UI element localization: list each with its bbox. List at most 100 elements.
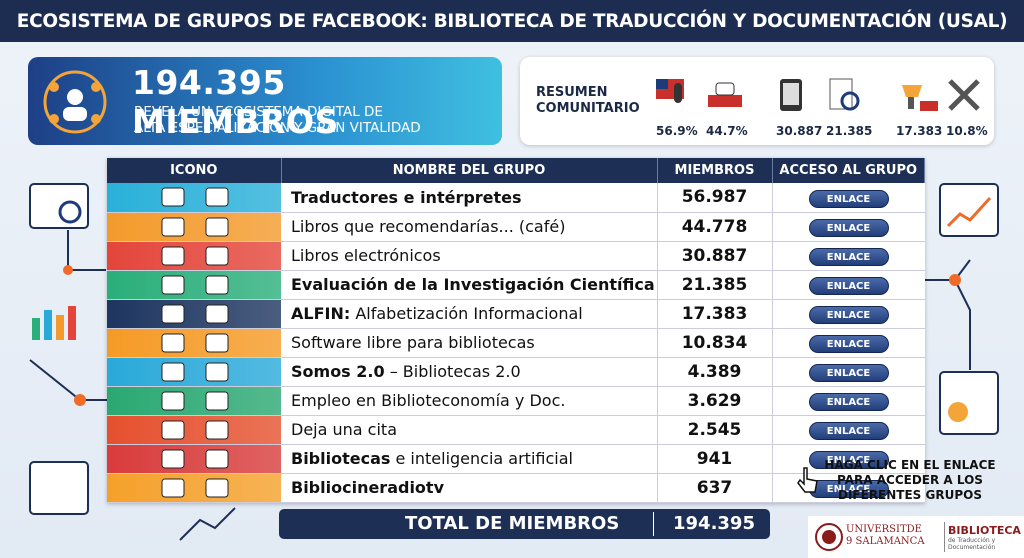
groups-table: ICONO NOMBRE DEL GRUPO MIEMBROS ACCESO AL G…: [107, 158, 925, 503]
table-row: ALFIN: Alfabetización Informacional 17.38…: [107, 299, 925, 329]
access-cell: ENLACE: [772, 386, 925, 416]
group-name-text: Alfabetización Informacional: [350, 304, 583, 323]
row-icons: [161, 187, 229, 207]
group-name-bold: Bibliocineradiotv: [291, 478, 444, 497]
icon-cell: [107, 270, 281, 300]
summary-stat: 10.8%: [946, 124, 988, 138]
member-count: 2.545: [657, 415, 773, 445]
hero-text: REVELA UN ECOSISTEMA DIGITAL DE ALTA ESP…: [134, 104, 421, 136]
link-button[interactable]: ENLACE: [808, 189, 889, 208]
hero-headline: 194.395 MIEMBROS: [132, 63, 339, 141]
group-name-bold: Somos 2.0: [291, 362, 385, 381]
library-line: BIBLIOTECA: [948, 524, 1021, 537]
link-button[interactable]: ENLACE: [808, 364, 889, 382]
table-row: Traductores e intérpretes 56.987 ENLACE: [107, 183, 925, 213]
summary-label: RESUMEN COMUNITARIO: [536, 85, 640, 117]
summary-label-line: COMUNITARIO: [536, 101, 640, 116]
group-name: Bibliotecas e inteligencia artificial: [281, 444, 658, 474]
access-cell: ENLACE: [772, 270, 925, 300]
icon-cell: [107, 386, 281, 416]
group-name-text: Libros que recomendarías... (café): [291, 217, 566, 236]
total-bar: TOTAL DE MIEMBROS 194.395: [279, 509, 770, 539]
summary-icons: [656, 78, 980, 111]
table-header: ICONO NOMBRE DEL GRUPO MIEMBROS ACCESO AL G…: [107, 158, 925, 183]
group-name: ALFIN: Alfabetización Informacional: [281, 299, 658, 329]
row-icons: [161, 246, 229, 265]
row-icons: [161, 304, 229, 323]
library-subline: de Traducción y Documentación: [948, 537, 996, 551]
group-name-text: Software libre para bibliotecas: [291, 333, 535, 352]
summary-stat: 44.7%: [706, 124, 748, 138]
summary-card: RESUMEN COMUNITARIO 56.9% 44.7% 30.887 21.3…: [520, 57, 994, 145]
access-cell: ENLACE: [772, 328, 925, 358]
group-name: Bibliocineradiotv: [281, 473, 658, 503]
member-count: 17.383: [657, 299, 773, 329]
member-count: 637: [657, 473, 773, 503]
total-label: TOTAL DE MIEMBROS: [405, 513, 620, 534]
group-name: Somos 2.0 – Bibliotecas 2.0: [281, 357, 658, 387]
group-name-bold: Bibliotecas: [291, 449, 391, 468]
link-button[interactable]: ENLACE: [808, 219, 889, 237]
group-name-text: Libros electrónicos: [291, 246, 441, 265]
table-row: Libros electrónicos 30.887 ENLACE: [107, 241, 925, 271]
group-name-text: – Bibliotecas 2.0: [384, 362, 521, 381]
icon-cell: [107, 415, 281, 445]
member-count: 21.385: [657, 270, 773, 300]
icon-cell: [107, 328, 281, 358]
row-icons: [161, 217, 229, 236]
hero-banner: 194.395 MIEMBROS REVELA UN ECOSISTEMA DI…: [28, 57, 502, 145]
table-row: Empleo en Biblioteconomía y Doc. 3.629 ENL…: [107, 386, 925, 416]
member-count: 4.389: [657, 357, 773, 387]
page-title: ECOSISTEMA DE GRUPOS DE FACEBOOK: BIBLIO…: [0, 0, 1024, 42]
access-cell: ENLACE: [772, 473, 925, 503]
total-value: 194.395: [673, 513, 755, 534]
group-name: Libros electrónicos: [281, 241, 658, 271]
access-cell: ENLACE: [772, 299, 925, 329]
access-cell: ENLACE: [772, 444, 925, 474]
table-row: Software libre para bibliotecas 10.834 ENL…: [107, 328, 925, 358]
link-button[interactable]: ENLACE: [808, 393, 889, 411]
link-button[interactable]: ENLACE: [808, 306, 889, 324]
column-header: ICONO: [107, 158, 282, 183]
link-button[interactable]: ENLACE: [808, 451, 889, 469]
community-icon: [43, 70, 107, 134]
icon-cell: [107, 212, 281, 242]
icon-cell: [107, 444, 281, 474]
access-cell: ENLACE: [772, 357, 925, 387]
university-name: UNIVERSITDE 9 SALAMANCA: [846, 524, 925, 548]
column-header: ACCESO AL GRUPO: [772, 158, 925, 183]
member-count: 3.629: [657, 386, 773, 416]
link-button[interactable]: ENLACE: [808, 277, 889, 295]
group-name-bold: Evaluación de la Investigación Científic…: [291, 275, 655, 294]
group-name-text: Deja una cita: [291, 420, 397, 439]
table-row: Bibliocineradiotv 637 ENLACE: [107, 473, 925, 503]
member-count: 941: [657, 444, 773, 474]
table-row: Deja una cita 2.545 ENLACE: [107, 415, 925, 445]
table-row: Evaluación de la Investigación Científic…: [107, 270, 925, 300]
note-line: DIFERENTES GRUPOS: [838, 488, 982, 502]
access-cell: ENLACE: [772, 183, 925, 213]
access-cell: ENLACE: [772, 241, 925, 271]
link-button[interactable]: ENLACE: [808, 422, 889, 440]
decorations: [29, 183, 999, 541]
library-name: BIBLIOTECA de Traducción y Documentación: [948, 524, 1024, 551]
summary-stat: 56.9%: [656, 124, 698, 138]
column-header: NOMBRE DEL GRUPO: [281, 158, 658, 183]
logo-divider: [944, 522, 945, 552]
member-count: 10.834: [657, 328, 773, 358]
icon-cell: [107, 357, 281, 387]
icon-cell: [107, 183, 281, 213]
link-button[interactable]: ENLACE: [808, 335, 889, 353]
hero-line: ALTA ESPECIALIZACIÓN Y GRAN VITALIDAD: [134, 120, 421, 136]
group-name: Libros que recomendarías... (café): [281, 212, 658, 242]
table-row: Bibliotecas e inteligencia artificial 941…: [107, 444, 925, 474]
table-row: Somos 2.0 – Bibliotecas 2.0 4.389 ENLACE: [107, 357, 925, 387]
total-divider: [653, 512, 654, 536]
access-cell: ENLACE: [772, 415, 925, 445]
member-count: 30.887: [657, 241, 773, 271]
logos: UNIVERSITDE 9 SALAMANCA BIBLIOTECA de Tr…: [808, 516, 1024, 558]
university-seal: [815, 523, 843, 551]
summary-stat: 21.385: [826, 124, 873, 138]
link-button[interactable]: ENLACE: [808, 248, 889, 266]
group-name-bold: Traductores e intérpretes: [291, 187, 522, 207]
